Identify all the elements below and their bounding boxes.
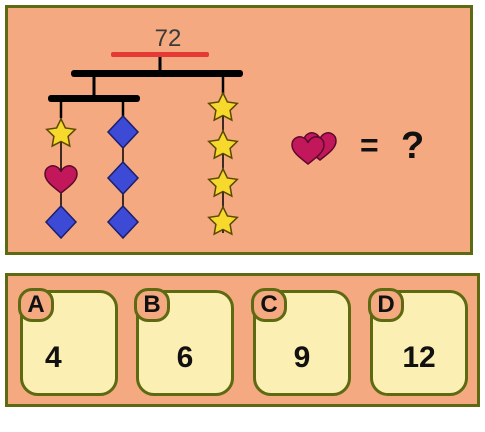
option-value: 12 xyxy=(402,341,436,374)
option-letter: A xyxy=(18,288,54,322)
star-icon xyxy=(45,118,77,147)
answer-panel: A 4 B 6 C 9 D 12 xyxy=(5,273,480,407)
total-bar xyxy=(111,52,209,57)
puzzle-panel: = ? 72 xyxy=(5,5,473,255)
star-icon xyxy=(207,206,239,235)
option-value: 4 xyxy=(45,341,62,374)
mobile-diagram: = ? xyxy=(44,52,424,239)
option-letter: D xyxy=(368,288,404,322)
option-a-button[interactable]: A 4 xyxy=(18,288,118,396)
option-c-button[interactable]: C 9 xyxy=(251,288,351,396)
main-beam xyxy=(71,70,243,77)
diamond-icon xyxy=(107,115,139,149)
question-mark: ? xyxy=(401,125,424,167)
diamond-icon xyxy=(107,205,139,239)
option-letter: B xyxy=(134,288,170,322)
option-letter: C xyxy=(251,288,287,322)
option-value: 9 xyxy=(293,341,311,374)
diamond-icon xyxy=(45,205,77,239)
option-b-button[interactable]: B 6 xyxy=(134,288,234,396)
star-icon xyxy=(207,92,239,121)
equals-sign: = xyxy=(360,127,379,163)
total-value: 72 xyxy=(154,25,182,52)
star-icon xyxy=(207,130,239,159)
option-value: 6 xyxy=(176,341,194,374)
diamond-icon xyxy=(107,161,139,195)
option-d-button[interactable]: D 12 xyxy=(368,288,468,396)
sub-beam xyxy=(48,95,140,102)
heart-pair-icon xyxy=(291,132,337,165)
star-icon xyxy=(207,168,239,197)
